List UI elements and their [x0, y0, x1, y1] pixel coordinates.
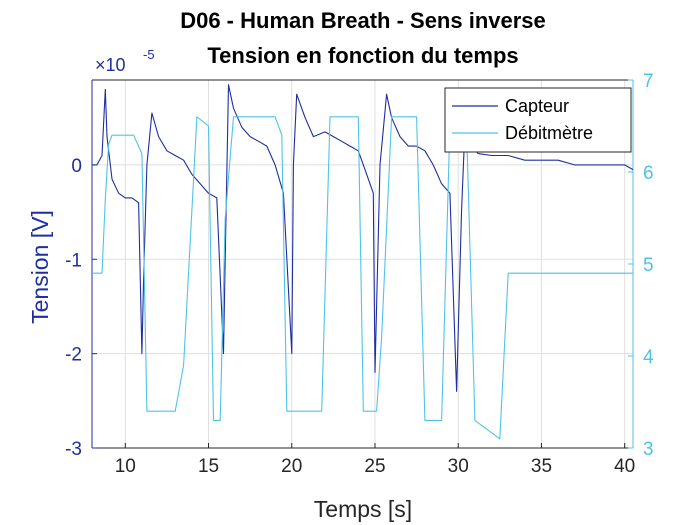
- y-tick-label-left: -2: [65, 345, 82, 366]
- legend: Capteur Débitmètre: [444, 87, 632, 153]
- y-tick-label-left: -3: [65, 439, 82, 460]
- y-axis-label-left: Tension [V]: [27, 210, 53, 324]
- series-line-debitmetre: [92, 116, 633, 440]
- y-tick-label-right: 6: [643, 163, 654, 184]
- plot-box: [91, 79, 634, 449]
- x-tick-label: 15: [198, 456, 219, 477]
- y-tick-label-right: 5: [643, 255, 654, 276]
- x-axis-label: Temps [s]: [314, 496, 412, 522]
- y-tick-label-right: 3: [643, 439, 654, 460]
- scale-multiplier-base: ×10: [95, 55, 126, 75]
- y-tick-label-right: 7: [643, 71, 654, 92]
- x-tick-label: 20: [281, 456, 302, 477]
- x-tick-label: 10: [115, 456, 136, 477]
- y-tick-label-left: -1: [65, 250, 82, 271]
- y-tick-label-right: 4: [643, 347, 654, 368]
- legend-label-capteur: Capteur: [505, 96, 569, 116]
- chart-subtitle: Tension en fonction du temps: [207, 43, 518, 68]
- chart-title: D06 - Human Breath - Sens inverse: [180, 8, 546, 33]
- tick-group: 10 15 20 25 30 35 40 0 -1 -2 -3 3 4 5 6 7: [65, 71, 654, 477]
- x-tick-label: 35: [531, 456, 552, 477]
- legend-box: [444, 87, 632, 153]
- scale-multiplier-exponent: -5: [143, 47, 155, 62]
- legend-label-debitmetre: Débitmètre: [505, 123, 593, 143]
- x-tick-label: 25: [364, 456, 385, 477]
- x-tick-label: 30: [448, 456, 469, 477]
- scale-multiplier: ×10: [95, 55, 126, 75]
- y-tick-label-left: 0: [71, 156, 82, 177]
- x-tick-label: 40: [614, 456, 635, 477]
